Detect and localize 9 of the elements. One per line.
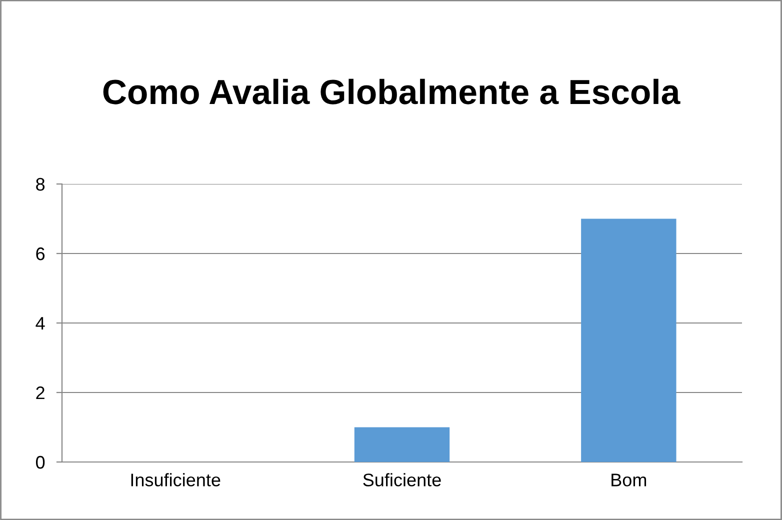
x-tick-label: Bom bbox=[612, 474, 646, 486]
chart-title: Como Avalia Globalmente a Escola bbox=[103, 78, 680, 104]
y-tick-label: 0 bbox=[36, 456, 45, 469]
x-tick-label: Insuficiente bbox=[131, 473, 220, 486]
y-tick-label: 4 bbox=[36, 317, 45, 330]
y-tick-label: 8 bbox=[36, 178, 45, 191]
y-tick-label: 6 bbox=[36, 247, 45, 260]
y-tick-label: 2 bbox=[36, 386, 44, 400]
x-tick-label: Suficiente bbox=[363, 473, 441, 486]
